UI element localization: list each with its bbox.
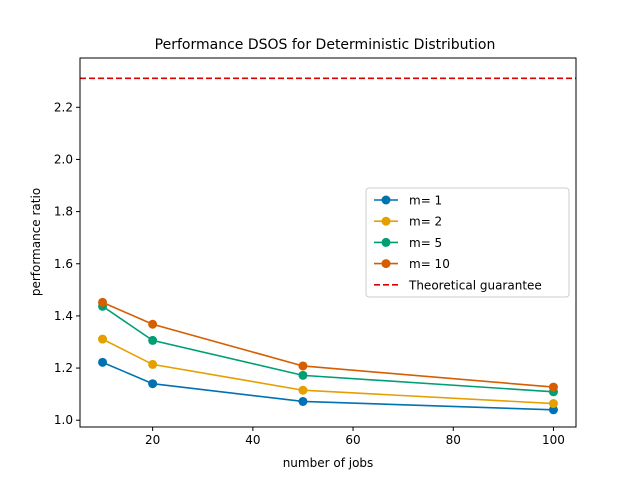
series-line [102, 301, 554, 388]
legend-entry: m= 10 [374, 257, 450, 271]
data-point [148, 335, 158, 345]
data-point [298, 385, 308, 395]
y-tick-label: 1.4 [54, 309, 73, 323]
data-point [548, 405, 558, 415]
series-2 [98, 334, 558, 409]
data-point [98, 357, 108, 367]
y-axis-label: performance ratio [29, 188, 43, 296]
x-tick-label: 20 [145, 433, 160, 447]
y-tick-label: 1.8 [54, 205, 73, 219]
legend-label: Theoretical guarantee [408, 278, 542, 292]
y-tick-label: 1.2 [54, 361, 73, 375]
legend-entry: Theoretical guarantee [374, 278, 542, 292]
x-tick-label: 100 [542, 433, 565, 447]
legend-label: m= 1 [409, 194, 442, 208]
plot-frame [79, 57, 577, 428]
legend-label: m= 2 [409, 215, 442, 229]
data-point [148, 319, 158, 329]
data-point [548, 399, 558, 409]
legend-label: m= 5 [409, 236, 442, 250]
y-axis: 1.0 1.2 1.4 1.6 1.8 2.0 2.2 [54, 100, 80, 427]
series-line [102, 305, 554, 393]
x-tick-label: 60 [345, 433, 360, 447]
x-tick-label: 40 [245, 433, 260, 447]
chart-title: Performance DSOS for Deterministic Distr… [155, 37, 496, 53]
series-4 [98, 297, 558, 392]
legend-marker [381, 259, 391, 269]
y-tick-label: 1.0 [54, 413, 73, 427]
data-point [548, 382, 558, 392]
data-point [148, 359, 158, 369]
data-point [298, 361, 308, 371]
legend-entry: m= 2 [374, 215, 442, 229]
legend-entry: m= 5 [374, 236, 442, 250]
legend-label: m= 10 [409, 257, 450, 271]
series-1 [98, 357, 558, 415]
data-point [98, 297, 108, 307]
x-axis-label: number of jobs [283, 456, 374, 470]
data-point [298, 370, 308, 380]
data-point [98, 334, 108, 344]
legend-marker [381, 195, 391, 205]
series-line [102, 361, 554, 411]
data-point [148, 379, 158, 389]
series-layer [98, 297, 558, 415]
legend-entry: m= 1 [374, 194, 442, 208]
legend-marker [381, 237, 391, 247]
y-tick-label: 1.6 [54, 257, 73, 271]
legend: m= 1 m= 2 m= 5 m= 10 Theoretical guarantee [365, 187, 570, 298]
data-point [298, 396, 308, 406]
x-tick-label: 80 [446, 433, 461, 447]
x-axis: 20 40 60 80 100 [145, 427, 565, 447]
y-tick-label: 2.0 [54, 152, 73, 166]
legend-marker [381, 216, 391, 226]
y-tick-label: 2.2 [54, 100, 73, 114]
series-line [102, 338, 554, 405]
legend-box [365, 187, 570, 298]
